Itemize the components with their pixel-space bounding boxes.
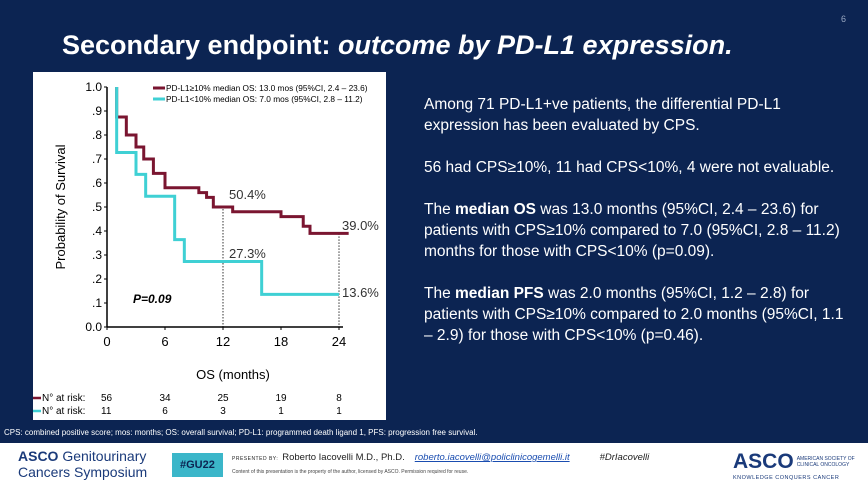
annotation: 39.0%	[342, 218, 379, 233]
km-chart: 0.0.1.2.3.4.5.6.7.8.9 1.0 0 6 12 18 24 Probabil…	[33, 72, 386, 420]
presented-by-label: PRESENTED BY:	[232, 456, 279, 462]
risk-count: 19	[275, 393, 287, 404]
logo-text: ASCO	[733, 450, 794, 473]
text: was 13.0 months (95%CI, 2.4 – 23.6) for …	[424, 201, 840, 260]
logo-text: Genitourinary	[58, 448, 147, 464]
logo-subtext: AMERICAN SOCIETY OF CLINICAL ONCOLOGY	[797, 456, 855, 468]
risk-label: N° at risk:	[42, 393, 85, 404]
paragraph-4: The median PFS was 2.0 months (95%CI, 1.…	[424, 283, 854, 346]
risk-count: 34	[159, 393, 171, 404]
risk-count: 25	[217, 393, 229, 404]
logo-text: ASCO	[18, 448, 59, 464]
twitter-handle: #DrIacovelli	[599, 452, 650, 463]
caption: CPS: combined positive score; mos: month…	[4, 428, 478, 437]
risk-count: 11	[101, 406, 112, 417]
x-tick-label: 12	[216, 334, 230, 349]
y-tick-label: .9	[92, 104, 102, 118]
y-tick-label: .2	[92, 272, 102, 286]
paragraph-3: The median OS was 13.0 months (95%CI, 2.…	[424, 199, 854, 262]
slide-number: 6	[840, 14, 846, 24]
text: The	[424, 285, 456, 302]
title-italic: outcome by PD-L1 expression.	[338, 30, 733, 60]
footer: ASCO Genitourinary Cancers Symposium #GU2…	[0, 443, 868, 487]
x-tick-label: 24	[332, 334, 346, 349]
asco-gu-logo: ASCO Genitourinary Cancers Symposium	[18, 448, 147, 480]
survival-curve-high	[115, 87, 349, 235]
x-tick-label: 18	[274, 334, 288, 349]
logo-text: Cancers Symposium	[18, 464, 148, 480]
emphasis: median PFS	[455, 285, 544, 302]
logo-text: AMERICAN SOCIETY OF	[796, 456, 855, 462]
km-chart-svg: 0.0.1.2.3.4.5.6.7.8.91.00 6 12 18 24Probabil…	[33, 80, 379, 417]
annotation: 50.4%	[229, 187, 266, 202]
risk-label: N° at risk:	[42, 406, 85, 417]
title-main: Secondary endpoint:	[62, 30, 339, 60]
risk-count: 6	[162, 406, 168, 417]
y-axis-label: Probability of Survival	[53, 144, 68, 269]
body-text: Among 71 PD-L1+ve patients, the differen…	[424, 94, 854, 367]
text: was 2.0 months (95%CI, 1.2 – 2.8) for pa…	[424, 285, 844, 344]
y-tick-label: .1	[92, 296, 102, 310]
presenter-name: Roberto Iacovelli M.D., Ph.D.	[282, 452, 405, 463]
x-tick-label: 6	[161, 334, 168, 349]
paragraph-1: Among 71 PD-L1+ve patients, the differen…	[424, 96, 781, 134]
risk-count: 3	[220, 406, 226, 417]
survival-curve-low	[115, 87, 339, 296]
y-tick-label: .4	[92, 224, 102, 238]
y-tick-label: .3	[92, 248, 102, 262]
y-tick-label: .7	[92, 152, 102, 166]
slide-title: Secondary endpoint: outcome by PD-L1 exp…	[62, 30, 733, 61]
y-tick-label: .6	[92, 176, 102, 190]
logo-tagline: KNOWLEDGE CONQUERS CANCER	[733, 475, 840, 481]
p-value: P=0.09	[133, 292, 172, 306]
risk-count: 1	[278, 406, 284, 417]
legend-entry: PD-L1<10% median OS: 7.0 mos (95%CI, 2.8…	[166, 94, 363, 104]
emphasis: median OS	[455, 201, 536, 218]
presenter-line: PRESENTED BY: Roberto Iacovelli M.D., Ph.…	[232, 452, 649, 463]
x-axis-label: OS (months)	[196, 367, 270, 382]
y-tick-label: 1.0	[85, 80, 102, 94]
paragraph-2: 56 had CPS≥10%, 11 had CPS<10%, 4 were n…	[424, 159, 835, 176]
copyright-notice: Content of this presentation is the prop…	[232, 469, 469, 475]
y-tick-label: .8	[92, 128, 102, 142]
annotation: 13.6%	[342, 285, 379, 300]
email-link[interactable]: roberto.iacovelli@policlinicogemelli.it	[414, 452, 570, 463]
x-tick-label: 0	[103, 334, 110, 349]
risk-count: 56	[101, 393, 113, 404]
risk-count: 8	[336, 393, 342, 404]
hashtag-badge: #GU22	[172, 453, 223, 477]
annotation: 27.3%	[229, 246, 266, 261]
y-tick-label: .5	[92, 200, 102, 214]
asco-logo: ASCO AMERICAN SOCIETY OF CLINICAL ONCOLOGY…	[733, 450, 855, 481]
legend-entry: PD-L1≥10% median OS: 13.0 mos (95%CI, 2.…	[166, 83, 368, 93]
text: The	[424, 201, 456, 218]
y-tick-label: 0.0	[85, 320, 102, 334]
logo-text: CLINICAL ONCOLOGY	[796, 462, 850, 468]
risk-count: 1	[336, 406, 342, 417]
